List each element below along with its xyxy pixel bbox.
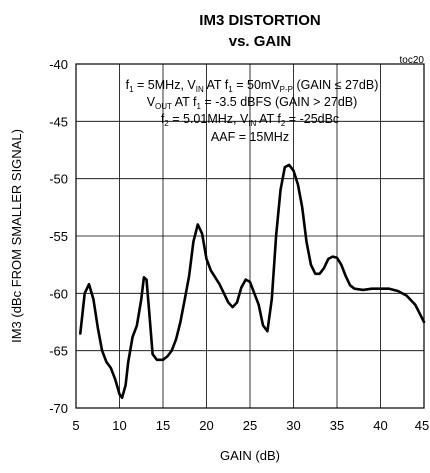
x-tick-label: 20 bbox=[199, 418, 213, 433]
x-tick-label: 10 bbox=[112, 418, 126, 433]
y-tick-label: -50 bbox=[49, 172, 68, 187]
annotation-line-2: VOUT AT f1 = -3.5 dBFS (GAIN > 27dB) bbox=[147, 95, 358, 111]
annotation-line-4: AAF = 15MHz bbox=[211, 130, 289, 144]
y-tick-label: -60 bbox=[49, 286, 68, 301]
chart-tag: toc20 bbox=[400, 55, 425, 66]
x-tick-label: 25 bbox=[243, 418, 257, 433]
y-tick-label: -70 bbox=[49, 401, 68, 416]
series-group bbox=[79, 163, 426, 399]
chart-title-line1: IM3 DISTORTION bbox=[199, 12, 320, 29]
annotation-line-3: f2 = 5.01MHz, VIN AT f2 = -25dBc bbox=[161, 112, 339, 128]
x-tick-labels: 5 10 15 20 25 30 35 40 45 bbox=[72, 418, 429, 433]
x-tick-label: 5 bbox=[72, 418, 79, 433]
grid bbox=[76, 64, 424, 408]
x-tick-label: 40 bbox=[373, 418, 387, 433]
x-tick-label: 35 bbox=[330, 418, 344, 433]
y-tick-label: -40 bbox=[49, 57, 68, 72]
chart-title-line2: vs. GAIN bbox=[229, 33, 292, 50]
y-tick-labels: -40 -45 -50 -55 -60 -65 -70 bbox=[49, 57, 68, 416]
y-tick-label: -45 bbox=[49, 114, 68, 129]
x-axis-label: GAIN (dB) bbox=[220, 448, 280, 463]
x-tick-label: 30 bbox=[286, 418, 300, 433]
annotation-line-1: f1 = 5MHz, VIN AT f1 = 50mVP-P (GAIN ≤ 2… bbox=[126, 78, 379, 94]
y-tick-label: -55 bbox=[49, 229, 68, 244]
x-tick-label: 15 bbox=[156, 418, 170, 433]
series-line-0 bbox=[79, 163, 426, 399]
plot-frame bbox=[75, 63, 425, 409]
x-tick-label: 45 bbox=[415, 418, 429, 433]
y-tick-label: -65 bbox=[49, 344, 68, 359]
y-axis-label: IM3 (dBc FROM SMALLER SIGNAL) bbox=[9, 129, 24, 343]
